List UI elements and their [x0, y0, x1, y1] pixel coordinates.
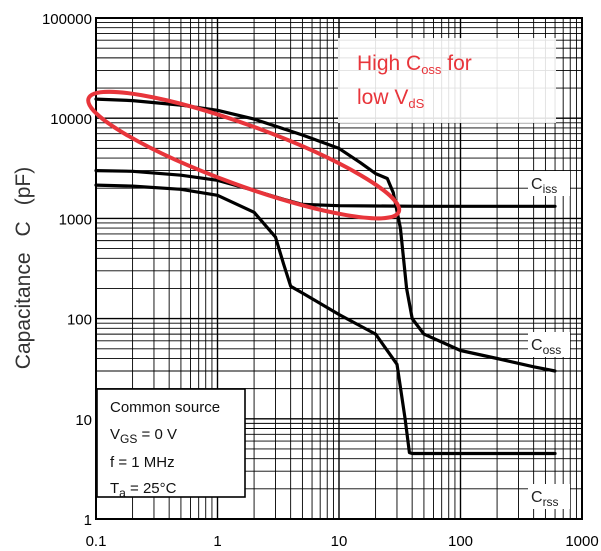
annotation-line: low VdS [357, 86, 425, 111]
condition-line: f = 1 MHz [110, 454, 175, 471]
curve-label-bg [528, 171, 570, 196]
y-tick-labels: 1 10 100 1000 10000 100000 [42, 11, 92, 529]
highlight-ellipse [86, 89, 402, 221]
y-tick-label: 100000 [42, 11, 92, 28]
conditions-box-frame [96, 388, 246, 498]
y-axis-title: CapacitanceC(pF) [12, 167, 35, 369]
y-tick-label: 100 [67, 312, 92, 329]
conditions-box: Common source VGS = 0 V f = 1 MHz Ta = 25°C [96, 388, 246, 500]
y-tick-label: 10 [75, 412, 92, 429]
series-line-coss [94, 97, 557, 373]
curve-label-bg [528, 484, 570, 509]
y-axis-label: CapacitanceC(pF) [12, 167, 35, 369]
plot-frame [95, 17, 583, 520]
x-tick-label: 0.1 [86, 533, 107, 550]
curve-label-bg [528, 332, 570, 357]
curve-label-ciss: Ciss [531, 176, 557, 196]
condition-line: Common source [110, 399, 220, 416]
annotation-box [338, 38, 556, 123]
annotation-line: High Coss for [357, 52, 472, 77]
condition-line: Ta = 25°C [110, 480, 177, 500]
curve-labels: Ciss Coss Crss [528, 171, 570, 509]
y-tick-label: 10000 [50, 111, 92, 128]
x-tick-labels: 0.1 1 10 100 1000 [86, 533, 599, 550]
condition-line: VGS = 0 V [110, 426, 177, 446]
x-tick-label: 1 [213, 533, 221, 550]
curve-label-crss: Crss [531, 489, 559, 509]
annotation: High Coss for low VdS [86, 38, 556, 221]
minor-grid [96, 18, 582, 519]
x-tick-label: 100 [448, 533, 473, 550]
y-tick-label: 1 [84, 512, 92, 529]
y-tick-label: 1000 [59, 211, 92, 228]
x-tick-label: 10 [331, 533, 348, 550]
series-line-crss [94, 183, 557, 456]
curve-label-coss: Coss [531, 337, 561, 357]
x-tick-label: 1000 [565, 533, 598, 550]
